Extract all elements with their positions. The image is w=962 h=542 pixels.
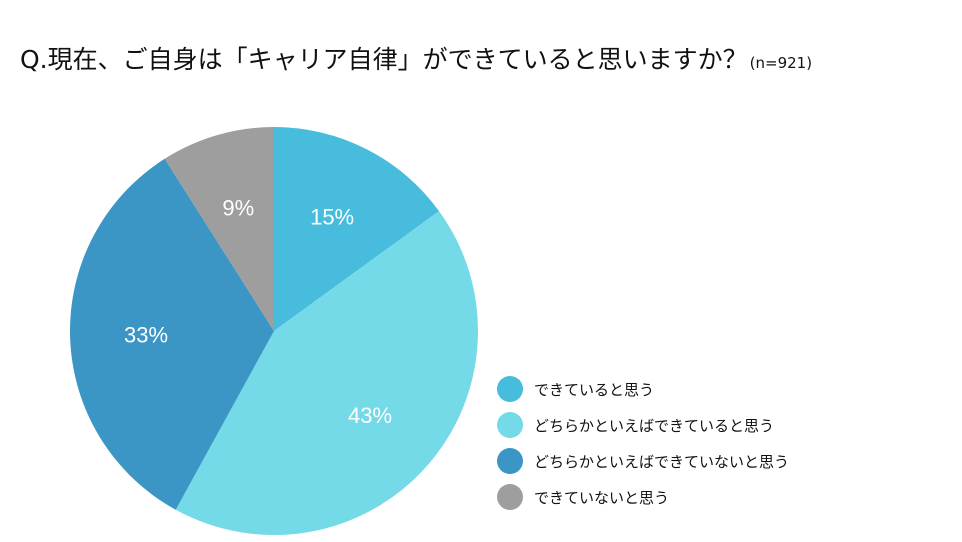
- legend-item-2: どちらかといえばできていないと思う: [497, 443, 789, 479]
- chart-title-sample-size: (n=921): [749, 54, 813, 72]
- legend-swatch-1: [497, 412, 523, 438]
- chart-title-question: Q.現在、ご自身は「キャリア自律」ができていると思いますか？: [20, 45, 748, 74]
- chart-title: Q.現在、ご自身は「キャリア自律」ができていると思いますか？ (n=921): [20, 40, 812, 76]
- pie-slice-label-3: 9%: [222, 196, 254, 221]
- pie-slice-1: [175, 211, 479, 536]
- legend-label-3: できていないと思う: [534, 488, 670, 507]
- legend-swatch-2: [497, 448, 523, 474]
- pie-slice-label-2: 33%: [124, 323, 168, 348]
- legend-label-0: できていると思う: [534, 380, 655, 399]
- pie-slice-3: [164, 127, 274, 331]
- pie-slice-label-0: 15%: [310, 204, 354, 229]
- legend-item-0: できていると思う: [497, 371, 789, 407]
- pie-slice-0: [274, 127, 440, 331]
- pie-slice-label-1: 43%: [348, 403, 392, 428]
- legend-swatch-3: [497, 484, 523, 510]
- legend-label-2: どちらかといえばできていないと思う: [534, 452, 790, 471]
- pie-slice-2: [69, 158, 274, 510]
- legend-swatch-0: [497, 376, 523, 402]
- legend-label-1: どちらかといえばできていると思う: [534, 416, 775, 435]
- legend-item-3: できていないと思う: [497, 479, 789, 515]
- chart-legend: できていると思う どちらかといえばできていると思う どちらかといえばできていない…: [497, 371, 789, 515]
- legend-item-1: どちらかといえばできていると思う: [497, 407, 789, 443]
